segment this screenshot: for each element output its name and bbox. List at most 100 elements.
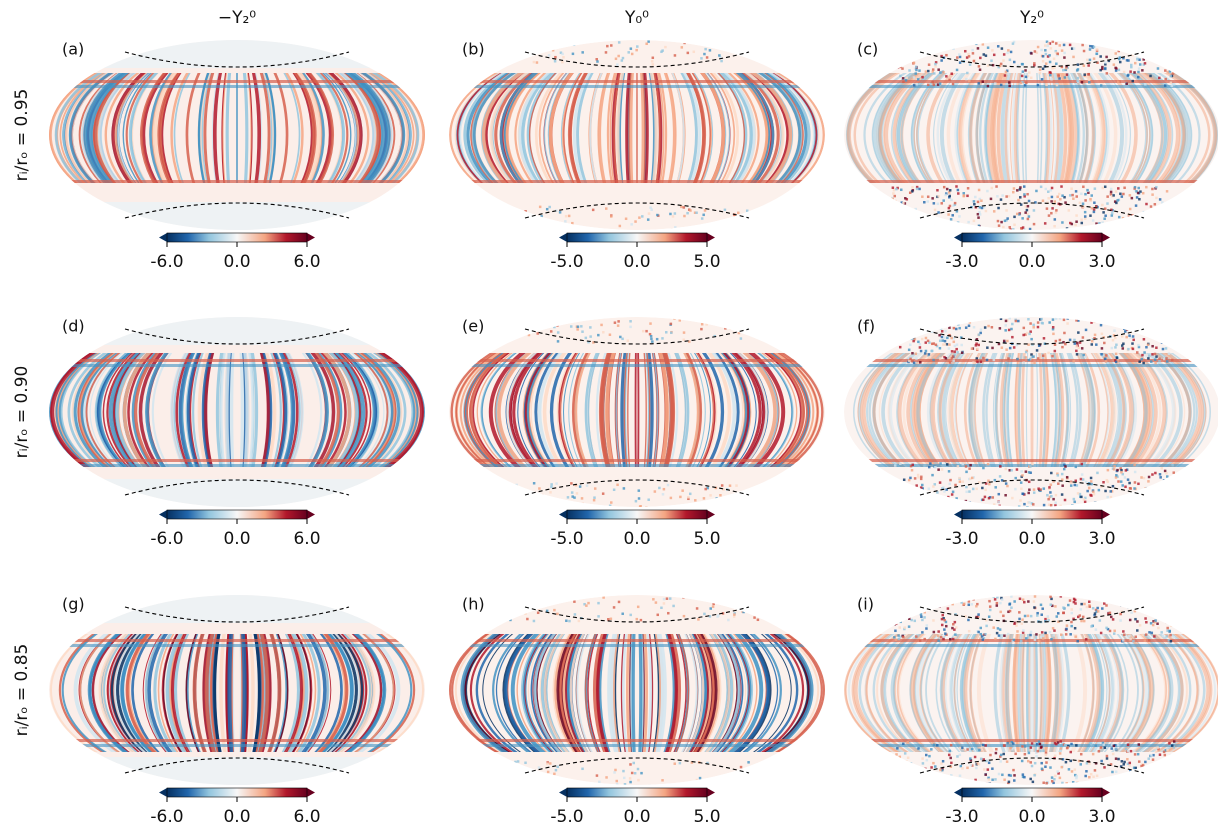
noise-cell xyxy=(1006,485,1009,488)
noise-cell xyxy=(1171,359,1174,362)
noise-cell xyxy=(915,46,918,49)
noise-cell xyxy=(934,209,937,212)
noise-cell xyxy=(979,213,982,216)
noise-cell xyxy=(1074,484,1077,487)
noise-cell xyxy=(919,343,922,346)
noise-cell xyxy=(1158,778,1161,781)
noise-cell xyxy=(1003,744,1006,747)
noise-cell xyxy=(997,207,1000,210)
noise-cell xyxy=(940,762,943,765)
noise-cell xyxy=(932,359,935,362)
noise-cell xyxy=(648,785,651,788)
noise-cell xyxy=(1090,625,1093,628)
noise-cell xyxy=(931,474,934,477)
noise-cell xyxy=(1006,52,1009,55)
noise-cell xyxy=(1113,63,1116,66)
noise-cell xyxy=(1148,52,1151,55)
noise-cell xyxy=(618,601,621,604)
noise-cell xyxy=(907,756,910,759)
noise-cell xyxy=(936,602,939,605)
colorbar xyxy=(167,233,307,242)
noise-cell xyxy=(935,344,938,347)
noise-cell xyxy=(744,782,747,785)
noise-cell xyxy=(1041,607,1044,610)
noise-cell xyxy=(968,604,971,607)
noise-cell xyxy=(948,79,951,82)
colorbar xyxy=(962,788,1102,797)
noise-cell xyxy=(971,477,974,480)
noise-cell xyxy=(1110,747,1113,750)
noise-cell xyxy=(546,208,549,211)
noise-cell xyxy=(1070,743,1073,746)
noise-cell xyxy=(1129,194,1132,197)
noise-cell xyxy=(1160,52,1163,55)
noise-cell xyxy=(1052,318,1055,321)
noise-cell xyxy=(922,762,925,765)
noise-cell xyxy=(1127,743,1130,746)
noise-cell xyxy=(971,49,974,52)
noise-cell xyxy=(1045,188,1048,191)
noise-cell xyxy=(1051,355,1054,358)
noise-cell xyxy=(982,498,985,501)
noise-cell xyxy=(705,323,708,326)
noise-cell xyxy=(621,613,624,616)
band-edge xyxy=(49,739,425,742)
noise-cell xyxy=(547,596,550,599)
noise-cell xyxy=(1058,44,1061,47)
noise-cell xyxy=(934,765,937,768)
noise-cell xyxy=(1047,197,1050,200)
noise-cell xyxy=(1073,47,1076,50)
noise-cell xyxy=(710,607,713,610)
noise-cell xyxy=(1126,502,1129,505)
noise-cell xyxy=(1051,207,1054,210)
colorbar-tick-label: 0.0 xyxy=(1018,807,1045,827)
noise-cell xyxy=(1061,194,1064,197)
noise-cell xyxy=(1048,54,1051,57)
noise-cell xyxy=(1006,742,1009,745)
noise-cell xyxy=(1128,222,1131,225)
noise-cell xyxy=(597,602,600,605)
noise-cell xyxy=(980,328,983,331)
noise-cell xyxy=(907,607,910,610)
noise-cell xyxy=(1145,621,1148,624)
noise-cell xyxy=(1013,623,1016,626)
noise-cell xyxy=(519,498,522,501)
noise-cell xyxy=(985,54,988,57)
noise-cell xyxy=(1115,757,1118,760)
noise-cell xyxy=(1080,784,1083,787)
noise-cell xyxy=(541,494,544,497)
noise-cell xyxy=(1018,611,1021,614)
noise-cell xyxy=(987,325,990,328)
noise-cell xyxy=(645,330,648,333)
noise-cell xyxy=(950,774,953,777)
band-edge xyxy=(449,464,825,467)
colorbar-tick-label: 3.0 xyxy=(1088,252,1115,272)
noise-cell xyxy=(1121,335,1124,338)
noise-cell xyxy=(1152,758,1155,761)
noise-cell xyxy=(1171,84,1174,87)
noise-cell xyxy=(1090,477,1093,480)
noise-cell xyxy=(1170,344,1173,347)
noise-cell xyxy=(1117,187,1120,190)
noise-cell xyxy=(1031,463,1034,466)
noise-cell xyxy=(950,218,953,221)
noise-cell xyxy=(1028,359,1031,362)
noise-cell xyxy=(948,750,951,753)
noise-cell xyxy=(1127,348,1130,351)
noise-cell xyxy=(538,766,541,769)
noise-cell xyxy=(968,55,971,58)
noise-cell xyxy=(922,224,925,227)
noise-cell xyxy=(1123,327,1126,330)
polar-cap xyxy=(49,317,425,345)
noise-cell xyxy=(1154,203,1157,206)
noise-cell xyxy=(920,616,923,619)
noise-cell xyxy=(1092,490,1095,493)
noise-cell xyxy=(892,596,895,599)
noise-cell xyxy=(1148,631,1151,634)
band-edge xyxy=(449,364,825,367)
noise-cell xyxy=(905,51,908,54)
noise-cell xyxy=(963,226,966,229)
noise-cell xyxy=(895,753,898,756)
noise-cell xyxy=(534,222,537,225)
noise-cell xyxy=(1107,43,1110,46)
